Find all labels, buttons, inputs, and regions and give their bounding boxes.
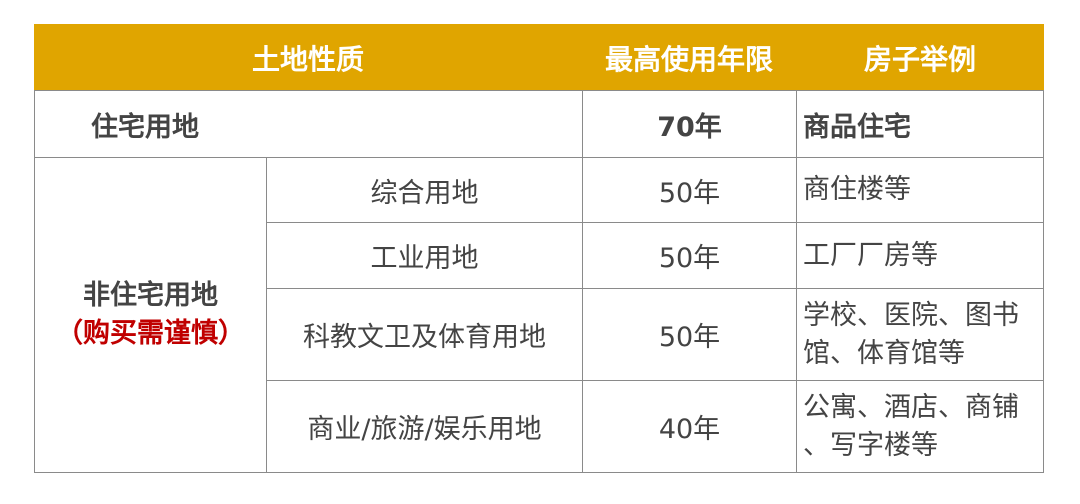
row-example: 公寓、酒店、商铺 、写字楼等: [796, 380, 1044, 473]
row-example: 学校、医院、图书 馆、体育馆等: [796, 288, 1044, 381]
residential-example: 商品住宅: [796, 90, 1044, 158]
example-line: 馆、体育馆等: [803, 337, 965, 369]
row-type: 工业用地: [266, 222, 583, 289]
non-residential-label: 非住宅用地: [83, 280, 218, 311]
header-examples: 房子举例: [796, 24, 1044, 91]
header-land-type: 土地性质: [34, 24, 582, 91]
residential-label: 住宅用地: [34, 90, 583, 158]
row-type: 商业/旅游/娱乐用地: [266, 380, 583, 473]
row-type: 综合用地: [266, 157, 583, 223]
header-max-years: 最高使用年限: [582, 24, 796, 91]
non-residential-label-cell: 非住宅用地 （购买需谨慎）: [34, 157, 267, 473]
row-years: 50年: [582, 288, 797, 381]
row-example: 工厂厂房等: [796, 222, 1044, 289]
row-years: 50年: [582, 222, 797, 289]
example-line: 工厂厂房等: [803, 239, 938, 271]
residential-years: 70年: [582, 90, 797, 158]
example-line: 商住楼等: [803, 174, 911, 205]
row-years: 40年: [582, 380, 797, 473]
caution-note: （购买需谨慎）: [56, 318, 245, 349]
example-line: 、写字楼等: [803, 429, 938, 461]
example-line: 公寓、酒店、商铺: [803, 391, 1019, 423]
row-type: 科教文卫及体育用地: [266, 288, 583, 381]
row-years: 50年: [582, 157, 797, 223]
row-example: 商住楼等: [796, 157, 1044, 223]
example-line: 学校、医院、图书: [803, 299, 1019, 331]
